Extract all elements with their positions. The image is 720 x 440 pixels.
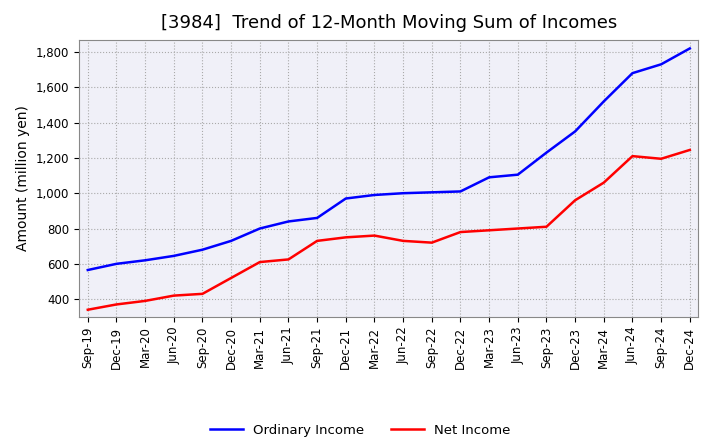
Net Income: [284, 257, 293, 262]
Net Income: [227, 275, 235, 281]
Net Income: [112, 302, 121, 307]
Ordinary Income: [657, 62, 665, 67]
Ordinary Income: [542, 150, 551, 155]
Net Income: [628, 154, 636, 159]
Net Income: [485, 227, 493, 233]
Net Income: [256, 260, 264, 265]
Ordinary Income: [399, 191, 408, 196]
Line: Net Income: Net Income: [88, 150, 690, 310]
Net Income: [141, 298, 150, 304]
Net Income: [657, 156, 665, 161]
Net Income: [169, 293, 178, 298]
Ordinary Income: [571, 129, 580, 134]
Ordinary Income: [84, 268, 92, 273]
Ordinary Income: [284, 219, 293, 224]
Ordinary Income: [485, 175, 493, 180]
Net Income: [542, 224, 551, 229]
Ordinary Income: [169, 253, 178, 259]
Legend: Ordinary Income, Net Income: Ordinary Income, Net Income: [204, 418, 516, 440]
Net Income: [370, 233, 379, 238]
Y-axis label: Amount (million yen): Amount (million yen): [17, 105, 30, 251]
Net Income: [312, 238, 321, 243]
Net Income: [685, 147, 694, 153]
Net Income: [428, 240, 436, 245]
Net Income: [341, 235, 350, 240]
Ordinary Income: [456, 189, 465, 194]
Ordinary Income: [112, 261, 121, 267]
Net Income: [571, 198, 580, 203]
Title: [3984]  Trend of 12-Month Moving Sum of Incomes: [3984] Trend of 12-Month Moving Sum of I…: [161, 15, 617, 33]
Net Income: [198, 291, 207, 297]
Ordinary Income: [198, 247, 207, 253]
Ordinary Income: [428, 190, 436, 195]
Ordinary Income: [628, 70, 636, 76]
Net Income: [600, 180, 608, 185]
Ordinary Income: [600, 99, 608, 104]
Net Income: [84, 307, 92, 312]
Line: Ordinary Income: Ordinary Income: [88, 48, 690, 270]
Net Income: [513, 226, 522, 231]
Ordinary Income: [141, 258, 150, 263]
Ordinary Income: [513, 172, 522, 177]
Ordinary Income: [256, 226, 264, 231]
Ordinary Income: [370, 192, 379, 198]
Net Income: [399, 238, 408, 243]
Ordinary Income: [341, 196, 350, 201]
Ordinary Income: [685, 46, 694, 51]
Ordinary Income: [227, 238, 235, 243]
Ordinary Income: [312, 215, 321, 220]
Net Income: [456, 229, 465, 235]
